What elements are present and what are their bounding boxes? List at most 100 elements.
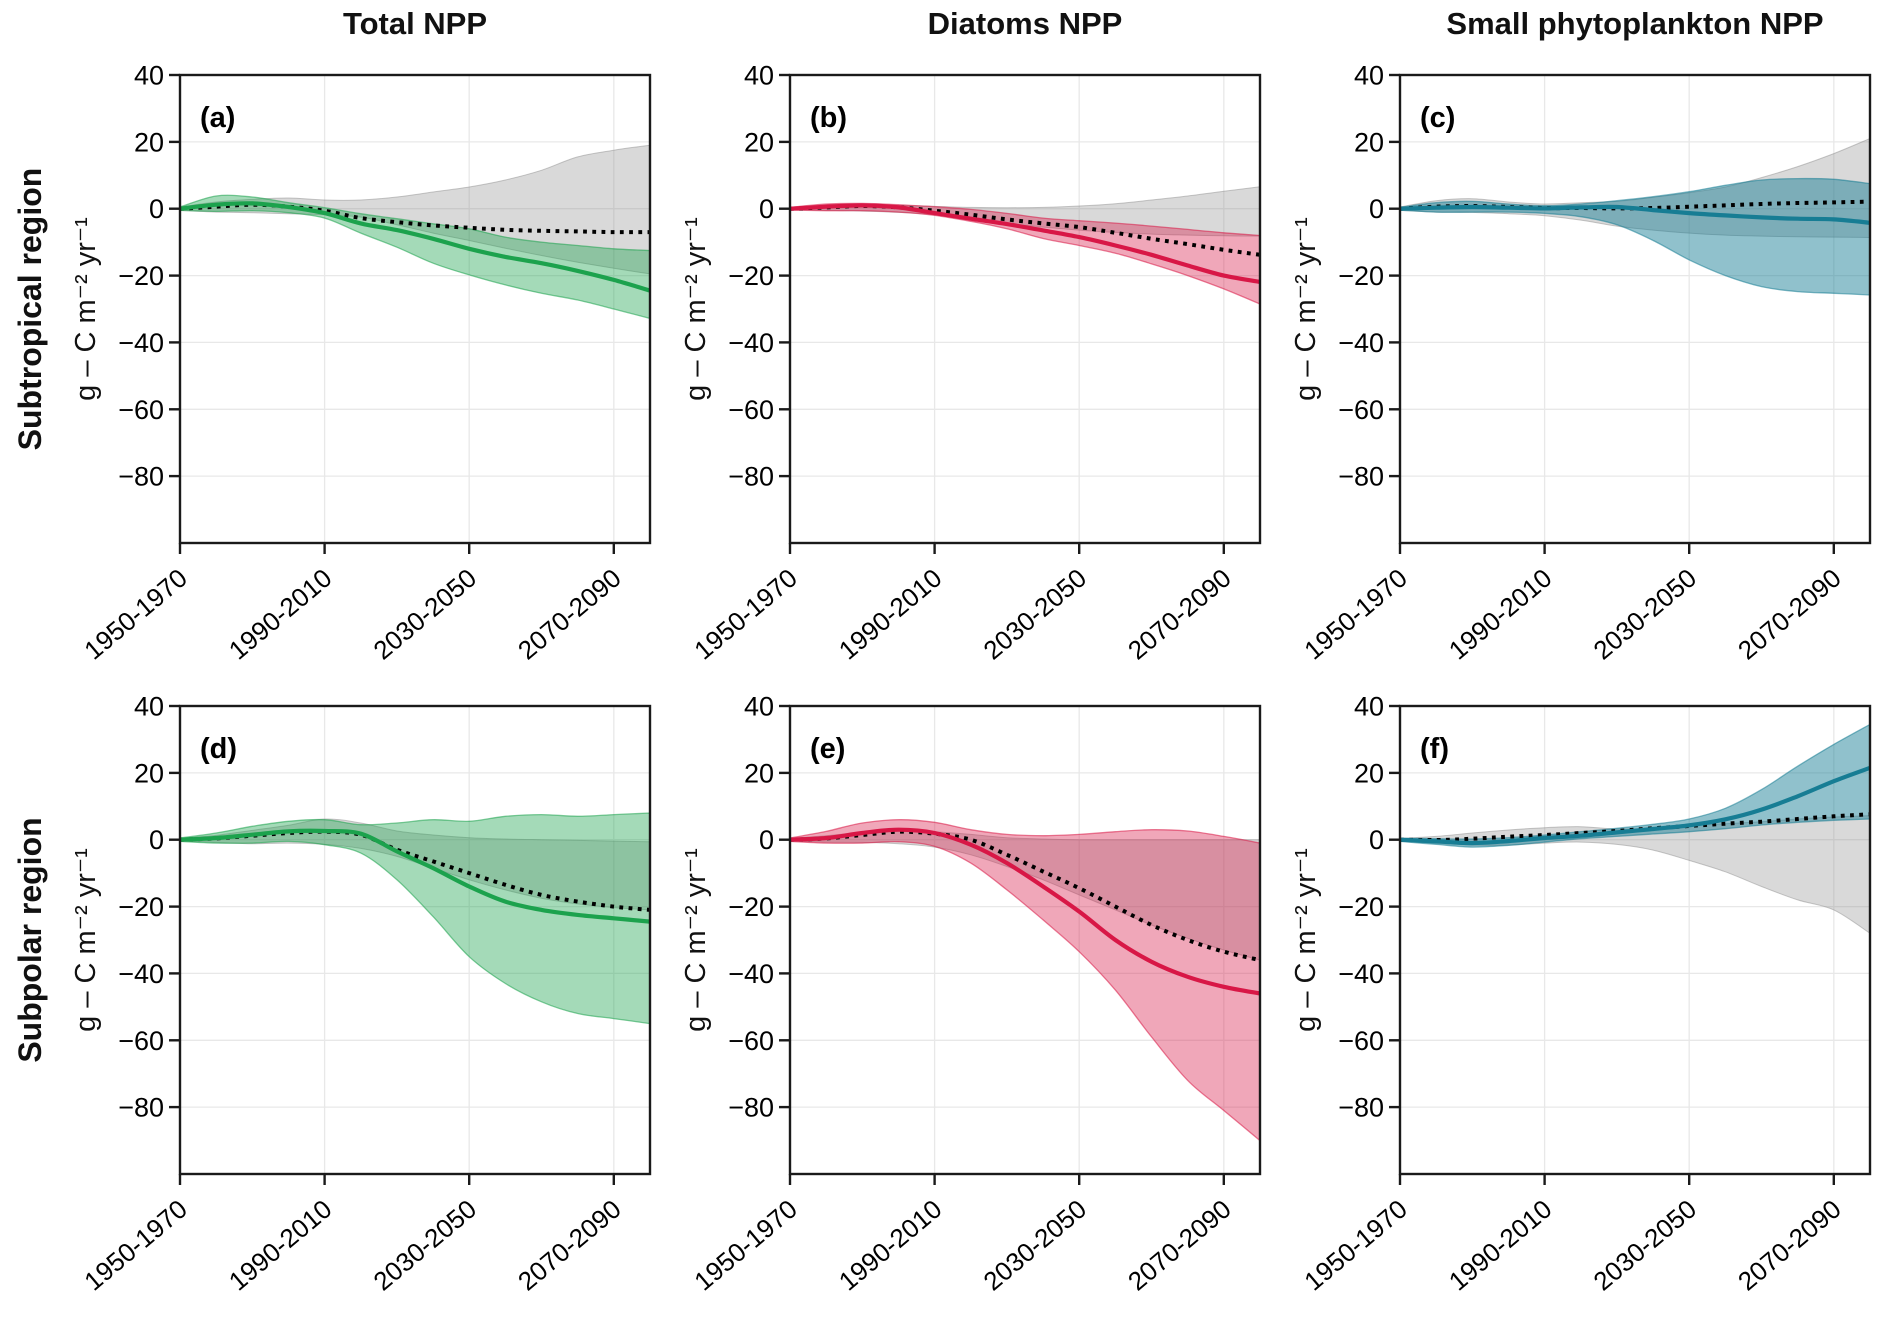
x-tick-label: 1950-1970 — [688, 1194, 803, 1297]
axis-box — [788, 704, 1262, 1176]
y-tick-label: 0 — [1369, 194, 1384, 224]
axis-box — [1398, 73, 1872, 545]
y-tick-label: 20 — [744, 758, 774, 788]
y-tick-label: −20 — [1338, 261, 1384, 291]
reference-dotted-line — [1400, 812, 1870, 843]
scenario-line — [1400, 765, 1870, 846]
x-tick-label: 1990-2010 — [833, 1194, 948, 1297]
y-tick-label: −60 — [1338, 395, 1384, 425]
y-tick-label: 0 — [1369, 825, 1384, 855]
panel-f-chart: 40 20 0 −20 −40 −60 −80 1950-1970 1990-2010 2030-… — [1298, 692, 1872, 1297]
x-tick-label: 1950-1970 — [78, 563, 193, 666]
y-tick-label: −60 — [118, 1026, 164, 1056]
x-tick-label: 2030-2050 — [978, 1194, 1093, 1297]
y-tick-label: 40 — [1354, 692, 1384, 722]
y-tick-label: −80 — [728, 462, 774, 492]
column-title-diatoms-npp: Diatoms NPP — [927, 6, 1123, 41]
x-tick-label: 1990-2010 — [1443, 1194, 1558, 1297]
y-tick-label: 20 — [744, 127, 774, 157]
panel-d-chart: 40 20 0 −20 −40 −60 −80 1950-1970 1990-2010 2030-… — [78, 692, 652, 1297]
panel-letter: (a) — [200, 102, 235, 134]
y-tick-label: −20 — [728, 261, 774, 291]
panel-letter: (d) — [200, 733, 237, 765]
x-tick-label: 1990-2010 — [833, 563, 948, 666]
axis-box — [178, 704, 652, 1176]
y-tick-label: −60 — [1338, 1026, 1384, 1056]
y-tick-label: −40 — [1338, 328, 1384, 358]
panel-e-chart: 40 20 0 −20 −40 −60 −80 1950-1970 1990-2010 2030-… — [688, 692, 1262, 1297]
x-tick-label: 1990-2010 — [223, 1194, 338, 1297]
x-tick-label: 1990-2010 — [223, 563, 338, 666]
column-title-total-npp: Total NPP — [342, 6, 488, 41]
x-tick-label: 1950-1970 — [1298, 1194, 1413, 1297]
scenario-line — [790, 827, 1260, 996]
y-tick-label: 40 — [134, 692, 164, 722]
scenario-line — [1400, 204, 1870, 225]
x-tick-label: 2070-2090 — [512, 563, 627, 666]
reference-band — [1400, 815, 1870, 934]
x-tick-label: 2030-2050 — [1588, 1194, 1703, 1297]
x-tick-label: 2070-2090 — [1122, 563, 1237, 666]
x-tick-label: 1990-2010 — [1443, 563, 1558, 666]
x-tick-label: 2030-2050 — [368, 563, 483, 666]
panel-a-chart: 40 20 0 −20 −40 −60 −80 1950-1970 1990-2010 2030-… — [78, 61, 652, 666]
panel-letter: (b) — [810, 102, 847, 134]
x-tick-label: 1950-1970 — [1298, 563, 1413, 666]
x-tick-label: 2070-2090 — [1732, 1194, 1847, 1297]
x-tick-label: 2030-2050 — [978, 563, 1093, 666]
axis-box — [178, 73, 652, 545]
scenario-band — [790, 202, 1260, 305]
scenario-band — [180, 194, 650, 320]
y-tick-label: −80 — [118, 1093, 164, 1123]
y-tick-label: −40 — [118, 328, 164, 358]
y-tick-label: −80 — [1338, 1093, 1384, 1123]
y-tick-label: 20 — [134, 758, 164, 788]
y-tick-label: −60 — [728, 1026, 774, 1056]
x-tick-label: 2030-2050 — [368, 1194, 483, 1297]
scenario-band — [180, 812, 650, 1025]
panel-letter: (f) — [1420, 733, 1449, 765]
y-tick-label: −60 — [728, 395, 774, 425]
y-tick-label: 40 — [744, 692, 774, 722]
panel-letter: (c) — [1420, 102, 1455, 134]
y-tick-label: 0 — [759, 825, 774, 855]
y-tick-label: −40 — [1338, 959, 1384, 989]
y-tick-label: 0 — [149, 194, 164, 224]
y-tick-label: −40 — [118, 959, 164, 989]
scenario-line — [180, 201, 650, 293]
y-tick-label: 20 — [1354, 127, 1384, 157]
y-tick-label: −20 — [1338, 892, 1384, 922]
x-tick-label: 2070-2090 — [1732, 563, 1847, 666]
y-tick-label: −80 — [728, 1093, 774, 1123]
row-label-subtropical-region: Subtropical region — [12, 167, 48, 451]
x-tick-label: 1950-1970 — [688, 563, 803, 666]
panel-letter: (e) — [810, 733, 845, 765]
x-tick-label: 1950-1970 — [78, 1194, 193, 1297]
y-tick-label: −40 — [728, 959, 774, 989]
y-tick-label: 40 — [134, 61, 164, 91]
row-label-subpolar-region: Subpolar region — [12, 817, 48, 1063]
y-tick-label: 0 — [149, 825, 164, 855]
x-tick-label: 2030-2050 — [1588, 563, 1703, 666]
y-tick-label: −20 — [118, 892, 164, 922]
axis-box — [788, 73, 1262, 545]
panel-b-chart: 40 20 0 −20 −40 −60 −80 1950-1970 1990-2010 2030-… — [688, 61, 1262, 666]
y-tick-label: 20 — [134, 127, 164, 157]
y-tick-label: 0 — [759, 194, 774, 224]
y-tick-label: −80 — [1338, 462, 1384, 492]
scenario-line — [180, 828, 650, 924]
y-tick-label: −60 — [118, 395, 164, 425]
y-tick-label: 40 — [1354, 61, 1384, 91]
scenario-line — [790, 203, 1260, 284]
y-tick-label: −40 — [728, 328, 774, 358]
y-tick-label: −20 — [728, 892, 774, 922]
column-title-small-phytoplankton-npp: Small phytoplankton NPP — [1446, 6, 1824, 41]
y-tick-label: −20 — [118, 261, 164, 291]
axis-box — [1398, 704, 1872, 1176]
scenario-band — [1400, 177, 1870, 296]
y-tick-label: −80 — [118, 462, 164, 492]
scenario-band — [790, 819, 1260, 1142]
x-tick-label: 2070-2090 — [1122, 1194, 1237, 1297]
panel-c-chart: 40 20 0 −20 −40 −60 −80 1950-1970 1990-2010 2030-… — [1298, 61, 1872, 666]
